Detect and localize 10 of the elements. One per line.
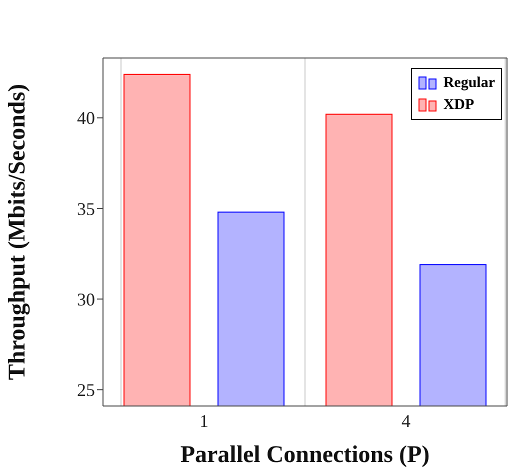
y-axis-title: Throughput (Mbits/Seconds): [4, 84, 31, 380]
y-tick-label: 25: [77, 380, 95, 400]
y-tick-label: 40: [77, 108, 95, 128]
x-axis-title: Parallel Connections (P): [180, 442, 430, 468]
x-tick-label: 1: [200, 410, 208, 431]
legend-label: Regular: [443, 74, 495, 93]
legend-label: XDP: [443, 96, 474, 115]
x-tick-label: 4: [402, 410, 410, 431]
y-tick-label: 35: [77, 198, 95, 219]
y-tick-label: 30: [77, 289, 95, 310]
